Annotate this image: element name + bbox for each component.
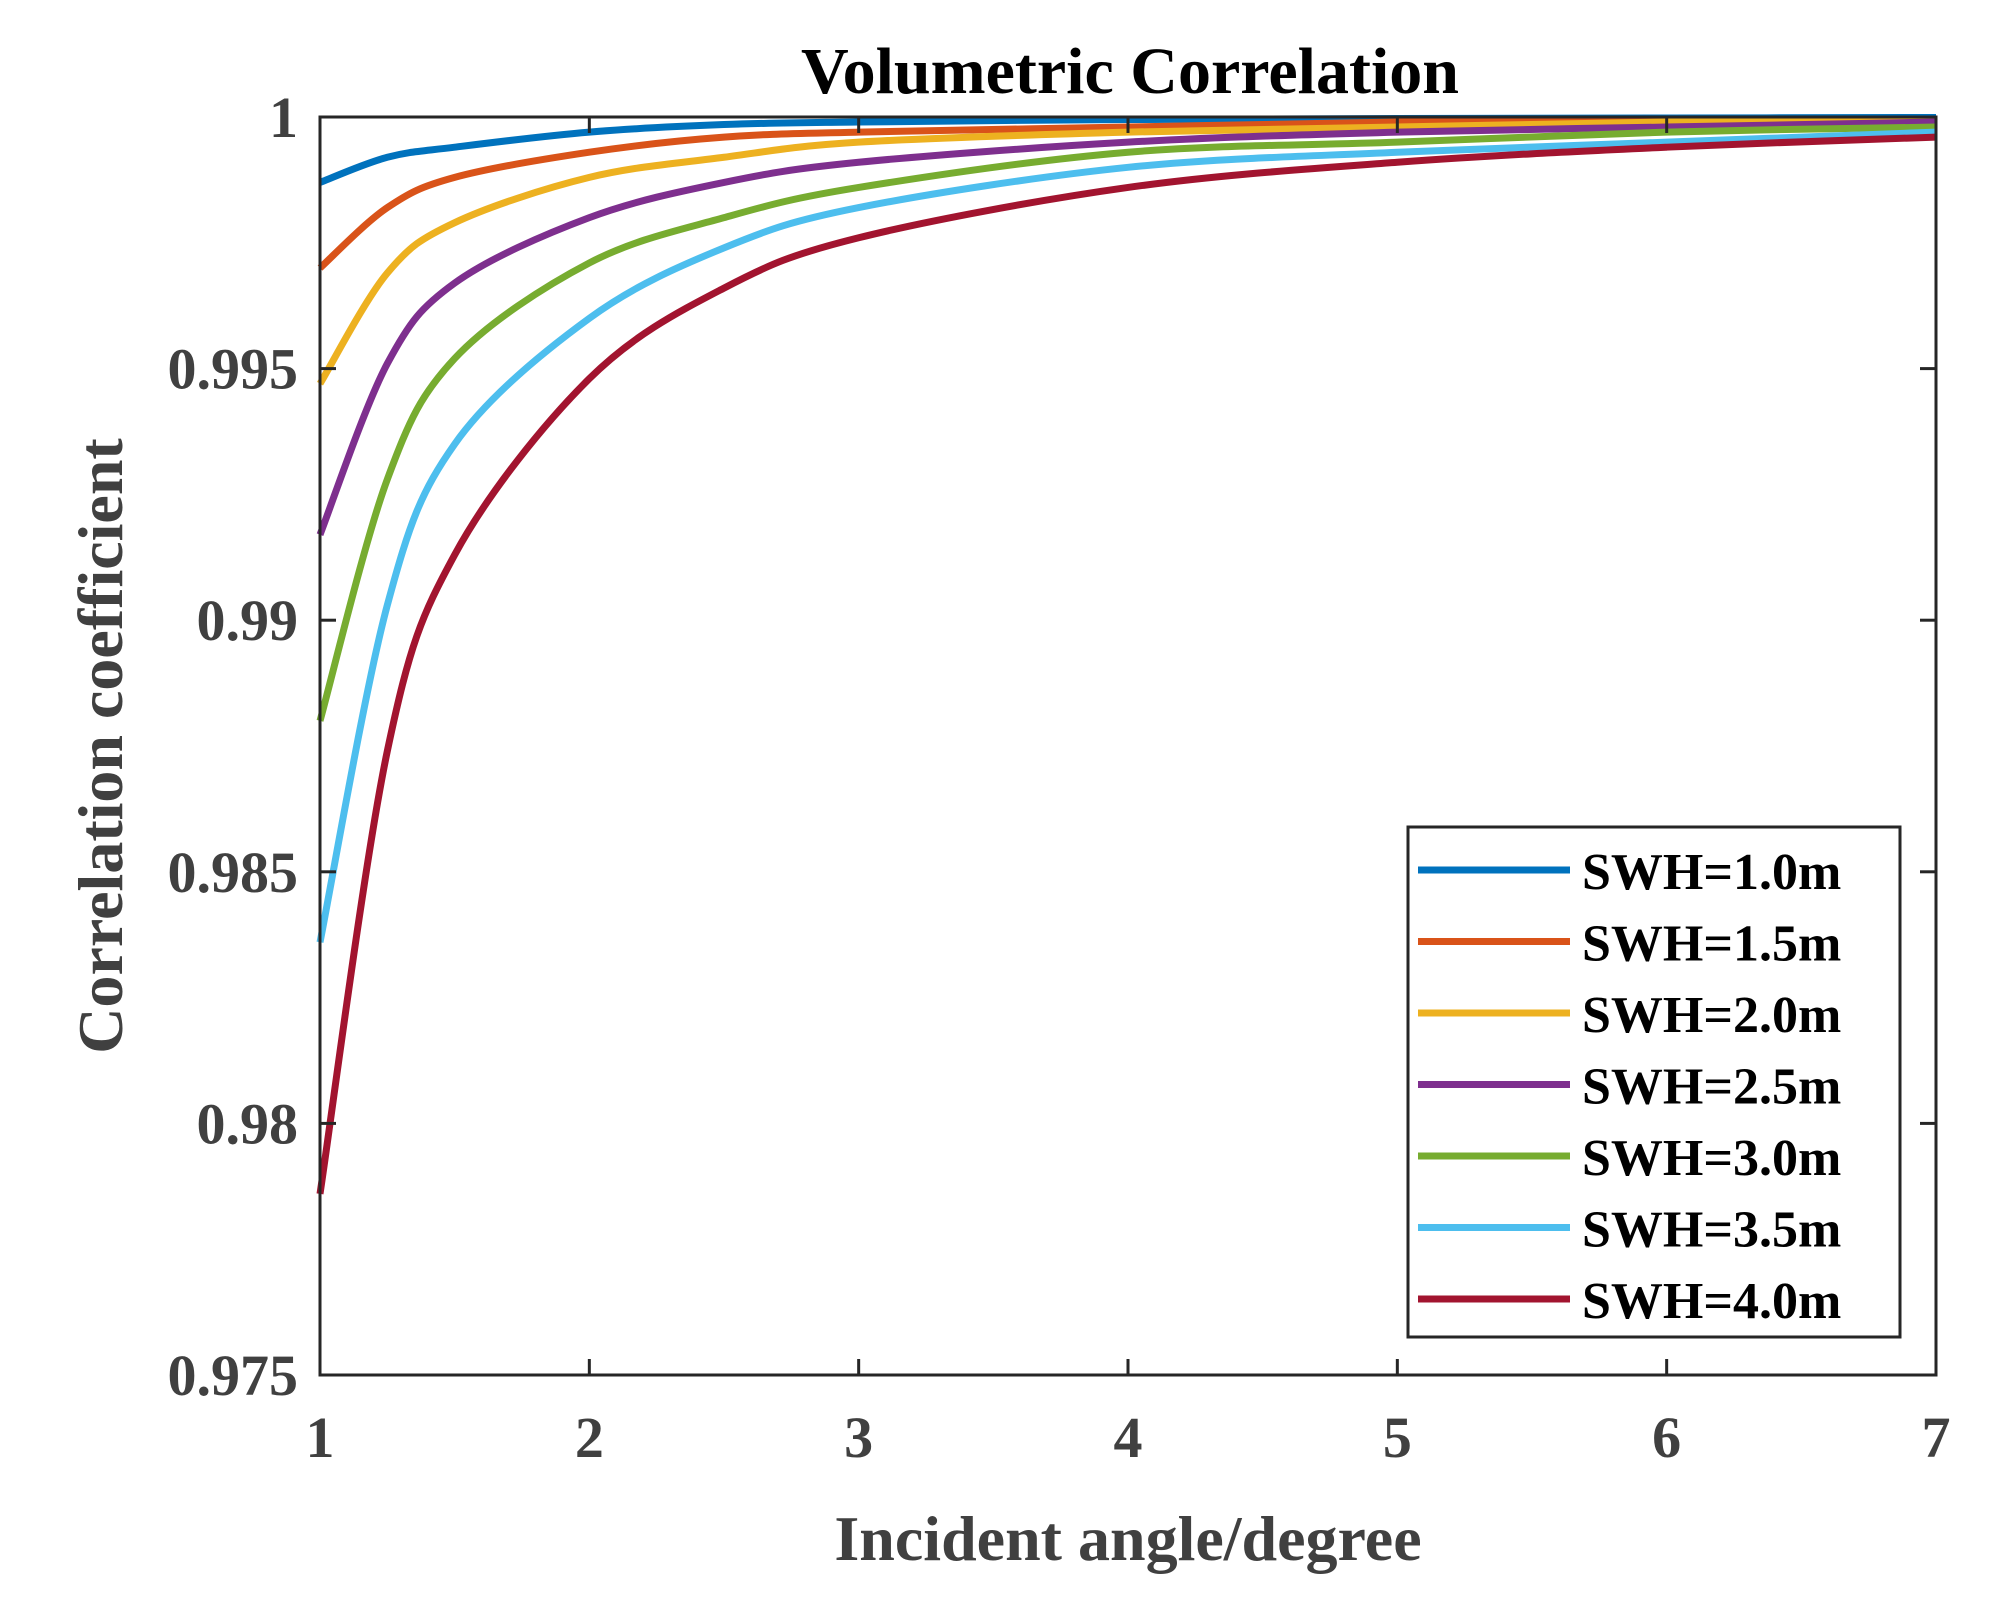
- y-tick-label: 0.99: [197, 588, 299, 653]
- x-tick-label: 3: [844, 1405, 873, 1470]
- x-tick-label: 5: [1383, 1405, 1412, 1470]
- series-line-7: [316, 133, 1937, 1195]
- x-tick-label: 2: [575, 1405, 604, 1470]
- legend-label-5: SWH=3.0m: [1582, 1130, 1841, 1187]
- legend-label-4: SWH=2.5m: [1582, 1059, 1841, 1116]
- series-line-3: [317, 117, 1937, 386]
- x-tick-labels: 1 2 3 4 5 6 7: [306, 1405, 1951, 1470]
- x-axis-label: Incident angle/degree: [834, 1503, 1421, 1574]
- legend: SWH=1.0m SWH=1.5m SWH=2.0m SWH=2.5m SWH=3.0m…: [1406, 825, 1902, 1339]
- legend-items: SWH=1.0m SWH=1.5m SWH=2.0m SWH=2.5m SWH=3.0m…: [1418, 844, 1841, 1330]
- y-axis-label: Correlation coefficient: [65, 438, 136, 1054]
- legend-label-7: SWH=4.0m: [1582, 1273, 1841, 1330]
- chart-title: Volumetric Correlation: [801, 35, 1459, 108]
- legend-label-3: SWH=2.0m: [1582, 987, 1841, 1044]
- x-tick-label: 1: [306, 1405, 335, 1470]
- legend-label-2: SWH=1.5m: [1582, 916, 1841, 973]
- series-layer: [316, 114, 1937, 1195]
- legend-label-1: SWH=1.0m: [1582, 844, 1841, 901]
- series-line-4: [316, 118, 1937, 536]
- series-line-5: [316, 123, 1937, 722]
- x-tick-label: 7: [1922, 1405, 1951, 1470]
- y-tick-label: 1: [269, 85, 298, 150]
- series-line-6: [316, 128, 1937, 943]
- y-tick-label: 0.975: [168, 1343, 299, 1408]
- legend-label-6: SWH=3.5m: [1582, 1202, 1841, 1259]
- y-tick-label: 0.98: [197, 1091, 299, 1156]
- x-tick-label: 6: [1652, 1405, 1681, 1470]
- y-tick-label: 0.995: [168, 337, 299, 402]
- x-tick-label: 4: [1114, 1405, 1143, 1470]
- y-tick-labels: 0.975 0.98 0.985 0.99 0.995 1: [168, 85, 299, 1408]
- y-tick-label: 0.985: [168, 840, 299, 905]
- plot-frame: [318, 115, 1938, 1377]
